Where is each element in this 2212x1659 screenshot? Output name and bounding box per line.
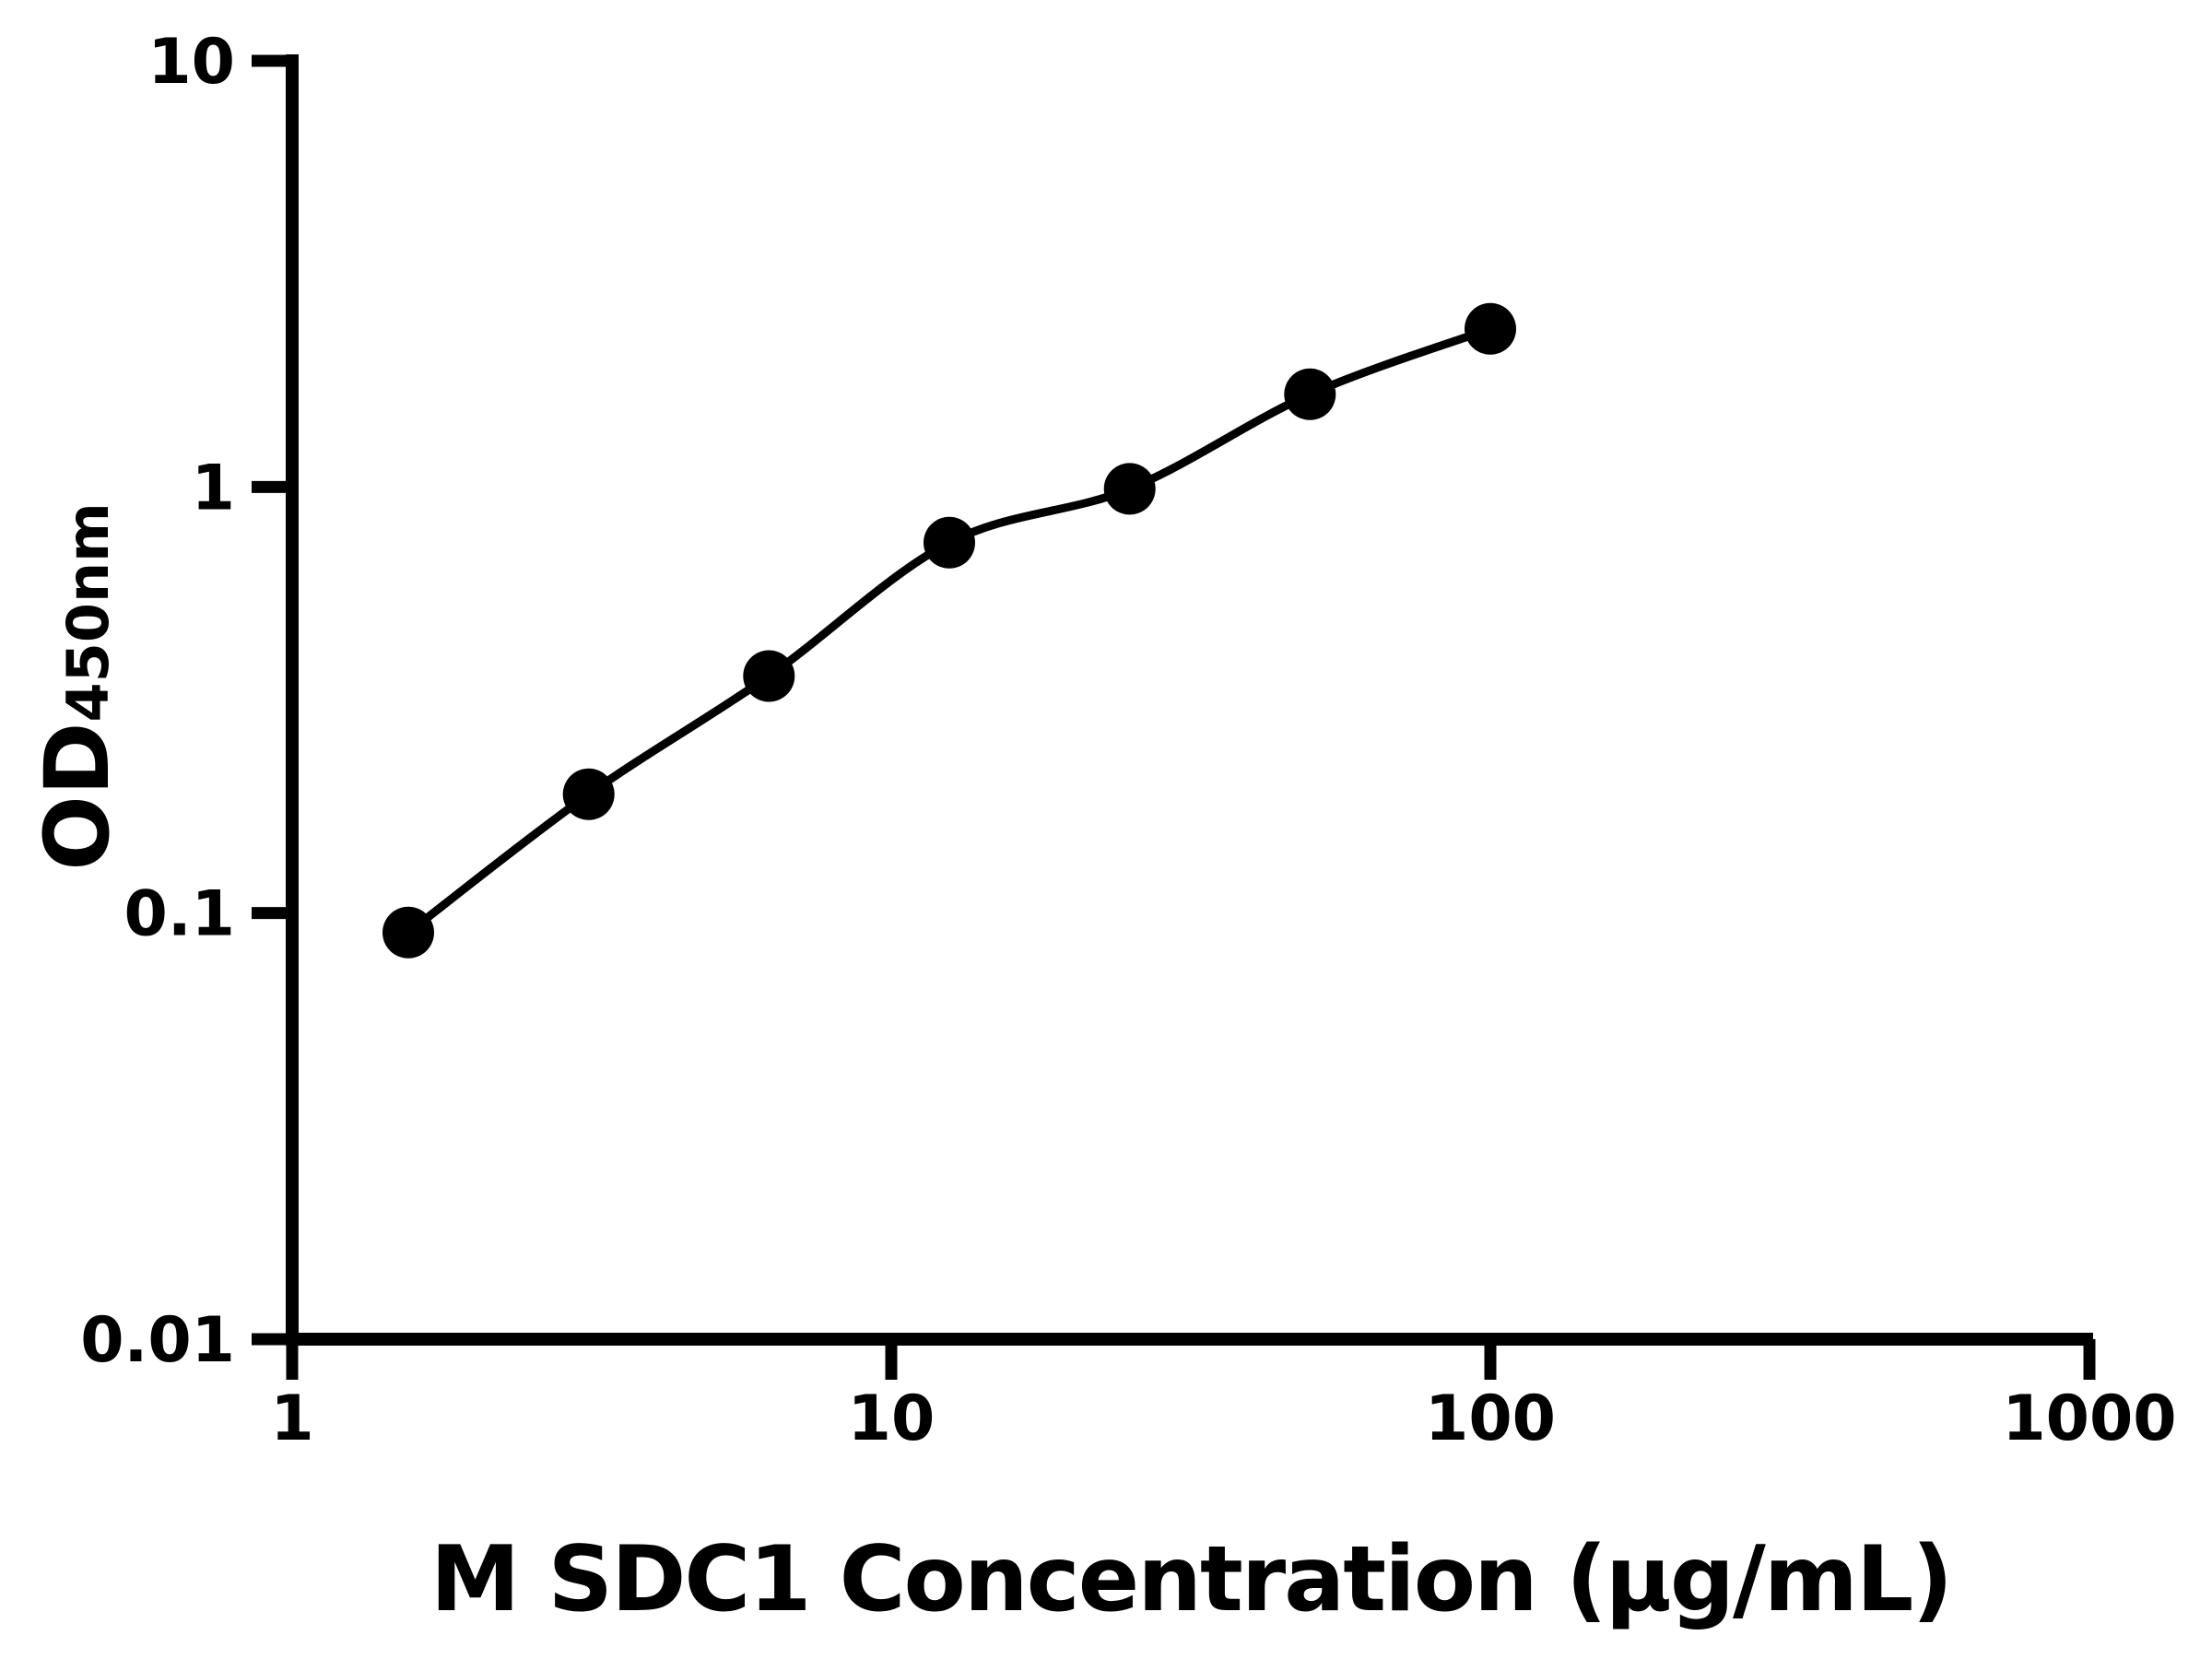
y-tick-label: 1: [192, 452, 235, 524]
y-axis-title-sub: 450nm: [54, 502, 122, 722]
x-axis-title: M SDC1 Concentration (µg/mL): [430, 1527, 1951, 1632]
x-tick-label: 1000: [2002, 1382, 2176, 1455]
data-point: [743, 650, 795, 702]
y-tick-label: 0.01: [80, 1304, 235, 1377]
data-point: [924, 516, 975, 569]
chart-render-layer: 10 1 0.1 0.01 1 10 100 1000: [80, 26, 2176, 1455]
y-tick-label: 0.1: [124, 878, 235, 951]
data-point: [562, 768, 615, 820]
data-point: [1103, 463, 1156, 515]
y-axis-title-main: OD: [26, 722, 129, 870]
axis-spines: [286, 54, 2093, 1346]
data-point: [382, 906, 434, 959]
data-point: [1284, 368, 1336, 420]
x-tick-label: 1: [270, 1382, 313, 1455]
y-axis-title: OD450nm: [26, 502, 129, 870]
data-point: [1465, 302, 1516, 355]
y-tick-label: 10: [147, 26, 235, 99]
x-tick-label: 10: [848, 1382, 935, 1455]
x-tick-label: 100: [1425, 1382, 1556, 1455]
standard-curve-line: [404, 324, 1495, 937]
